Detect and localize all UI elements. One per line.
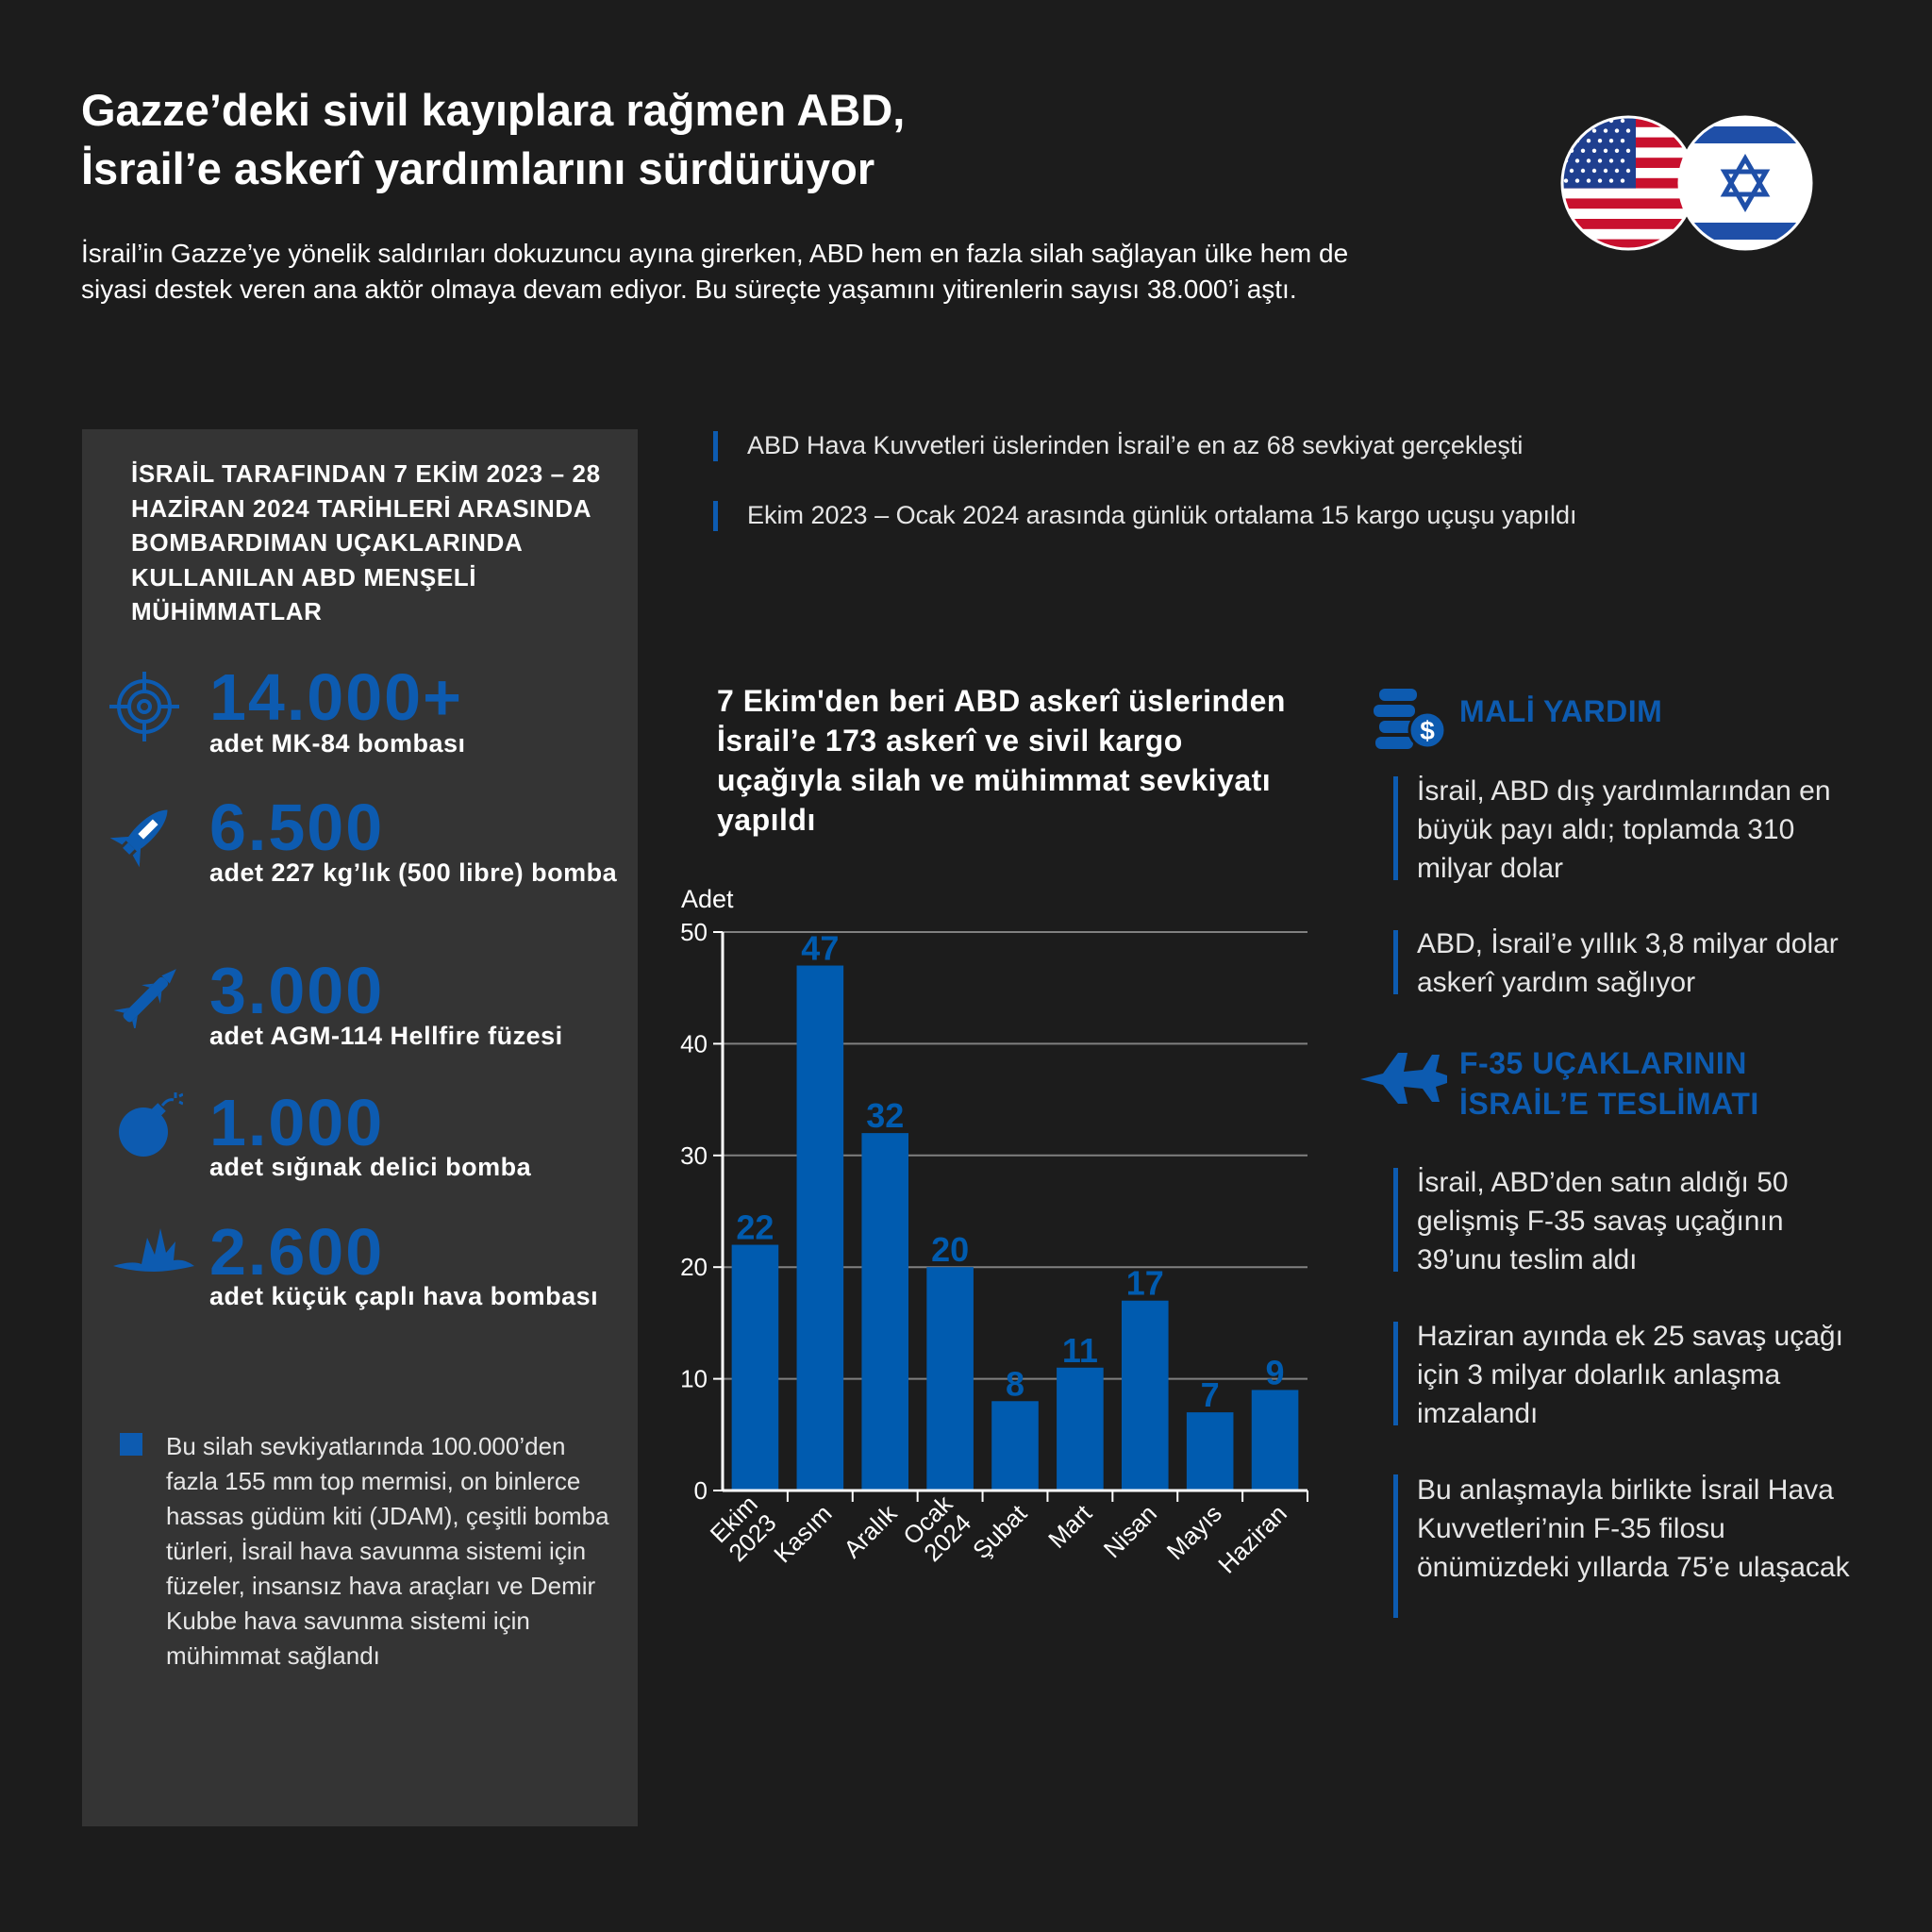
stat-value-small-bomb: 2.600: [209, 1215, 385, 1289]
footnote-text: Bu silah sevkiyatlarında 100.000’den faz…: [166, 1432, 609, 1670]
data-label: 20: [931, 1230, 969, 1269]
intro-text: İsrail’in Gazze’ye yönelik saldırıları d…: [81, 239, 1349, 304]
bar-chart: 22 47 32 20 8 11 17 7 9 Adet 0 10 20 30 40 50 Ekim2023K…: [680, 885, 1308, 1579]
israel-flag-icon: [1677, 115, 1813, 251]
financial-note-2: ABD, İsrail’e yıllık 3,8 milyar dolar as…: [1417, 928, 1839, 998]
y-tick-label: 30: [680, 1141, 708, 1170]
f35-note-bar-1: [1393, 1168, 1398, 1272]
financial-note-1: İsrail, ABD dış yardımlarından en büyük …: [1417, 775, 1831, 884]
data-label: 47: [801, 929, 839, 968]
x-tick-label: Şubat: [967, 1498, 1033, 1564]
footnote-bullet: [120, 1433, 142, 1456]
chart-title: 7 Ekim'den beri ABD askerî üslerinden İs…: [717, 684, 1286, 837]
stat-value-bunker: 1.000: [209, 1086, 385, 1159]
fighter-jet-icon: [1360, 1053, 1447, 1104]
f35-heading-line-2: İSRAİL’E TESLİMATI: [1459, 1087, 1759, 1121]
f35-note-1: İsrail, ABD’den satın aldığı 50 gelişmiş…: [1417, 1167, 1789, 1275]
stat-label-227kg: adet 227 kg’lık (500 libre) bomba: [209, 858, 618, 887]
x-tick-label: Nisan: [1098, 1499, 1162, 1563]
page-title-line-2: İsrail’e askerî yardımlarını sürdürüyor: [81, 143, 875, 193]
top-note-1: ABD Hava Kuvvetleri üslerinden İsrail’e …: [747, 431, 1524, 459]
munitions-panel-title: İSRAİL TARAFINDAN 7 EKİM 2023 – 28 HAZİR…: [131, 459, 601, 625]
round-bomb-icon: [119, 1092, 183, 1157]
f35-heading-line-1: F-35 UÇAKLARININ: [1459, 1046, 1747, 1080]
bar: [861, 1133, 909, 1491]
financial-note-bar-2: [1393, 930, 1398, 994]
stat-label-bunker: adet sığınak delici bomba: [209, 1153, 532, 1181]
data-label: 22: [736, 1208, 774, 1247]
x-tick-label: Ekim2023: [705, 1490, 782, 1567]
y-tick-label: 40: [680, 1029, 708, 1058]
financial-note-bar-1: [1393, 776, 1398, 880]
bar: [1121, 1300, 1169, 1491]
data-label: 11: [1062, 1331, 1098, 1370]
stat-value-227kg: 6.500: [209, 791, 385, 864]
bar: [1057, 1367, 1104, 1491]
data-label: 7: [1201, 1375, 1220, 1414]
x-tick-label: Ocak2024: [897, 1489, 977, 1569]
financial-aid-heading: MALİ YARDIM: [1459, 694, 1663, 728]
data-label: 9: [1266, 1353, 1285, 1391]
y-tick-label: 0: [694, 1476, 708, 1505]
explosion-icon: [113, 1228, 194, 1272]
munitions-panel: [82, 429, 638, 1826]
y-axis-label: Adet: [681, 885, 734, 913]
data-label: 8: [1006, 1364, 1024, 1403]
bar: [991, 1401, 1039, 1491]
top-note-bar-2: [713, 501, 718, 531]
stat-label-hellfire: adet AGM-114 Hellfire füzesi: [209, 1022, 563, 1050]
data-label: 17: [1126, 1264, 1164, 1303]
top-note-2: Ekim 2023 – Ocak 2024 arasında günlük or…: [747, 501, 1577, 529]
page-title-line-1: Gazze’deki sivil kayıplara rağmen ABD,: [81, 85, 906, 135]
top-note-bar-1: [713, 431, 718, 461]
stat-value-hellfire: 3.000: [209, 954, 385, 1027]
y-tick-label: 20: [680, 1253, 708, 1281]
bar: [731, 1244, 779, 1491]
x-tick-label: Haziran: [1212, 1499, 1292, 1579]
y-tick-label: 10: [680, 1365, 708, 1393]
data-label: 32: [866, 1096, 904, 1135]
x-tick-label: Mart: [1042, 1498, 1098, 1554]
stat-value-mk84: 14.000+: [209, 660, 463, 734]
y-tick-label: 50: [680, 918, 708, 946]
stat-label-small-bomb: adet küçük çaplı hava bombası: [209, 1282, 599, 1310]
f35-note-bar-2: [1393, 1322, 1398, 1425]
f35-note-2: Haziran ayında ek 25 savaş uçağı için 3 …: [1417, 1321, 1843, 1429]
bar: [926, 1267, 974, 1491]
f35-heading: F-35 UÇAKLARININ İSRAİL’E TESLİMATI: [1459, 1043, 1759, 1124]
bomb-icon: [109, 809, 168, 868]
missile-icon: [113, 969, 176, 1028]
bar: [796, 965, 844, 1491]
x-tick-label: Kasım: [768, 1499, 837, 1568]
f35-note-3: Bu anlaşmayla birlikte İsrail Hava Kuvve…: [1417, 1474, 1850, 1583]
x-tick-label: Aralık: [838, 1498, 903, 1563]
svg-text:$: $: [1420, 716, 1435, 745]
target-icon: [109, 672, 179, 741]
page-title: Gazze’deki sivil kayıplara rağmen ABD, İ…: [81, 81, 1307, 198]
coins-dollar-icon: $: [1374, 689, 1447, 750]
stat-label-mk84: adet MK-84 bombası: [209, 729, 466, 758]
flags: [1560, 115, 1813, 251]
bar: [1251, 1390, 1299, 1491]
f35-note-bar-3: [1393, 1474, 1398, 1618]
bar: [1186, 1412, 1234, 1491]
